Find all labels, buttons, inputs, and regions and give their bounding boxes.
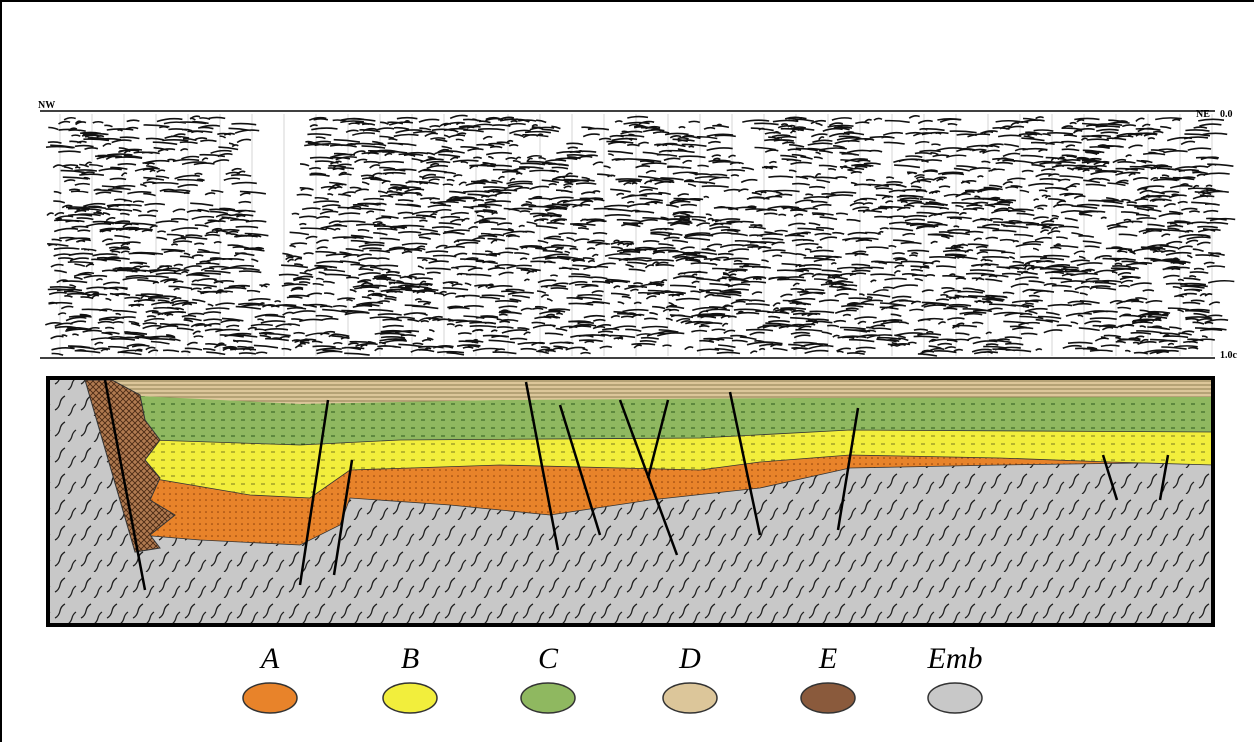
legend-swatch [928, 683, 982, 713]
legend-label: C [538, 642, 559, 675]
label-nw: NW [38, 100, 55, 111]
legend-label: E [818, 642, 837, 675]
legend-swatch [521, 683, 575, 713]
legend: A B C D E Emb [243, 642, 983, 713]
seismic-traces [45, 115, 1235, 356]
legend-label: Emb [927, 642, 983, 675]
label-time-top: 0.0 [1220, 109, 1233, 120]
diagram: NW NE 0.0 1.0c A B C D E Emb [0, 0, 1254, 742]
legend-swatch [663, 683, 717, 713]
legend-swatch [801, 683, 855, 713]
legend-label: A [259, 642, 280, 675]
legend-label: B [401, 642, 419, 675]
label-ne: NE [1196, 109, 1210, 120]
seismic-section [40, 111, 1235, 358]
legend-swatch [383, 683, 437, 713]
legend-swatch [243, 683, 297, 713]
cross-section [48, 378, 1213, 625]
legend-label: D [678, 642, 701, 675]
frame [1, 1, 1254, 742]
label-time-bottom: 1.0c [1220, 350, 1238, 361]
